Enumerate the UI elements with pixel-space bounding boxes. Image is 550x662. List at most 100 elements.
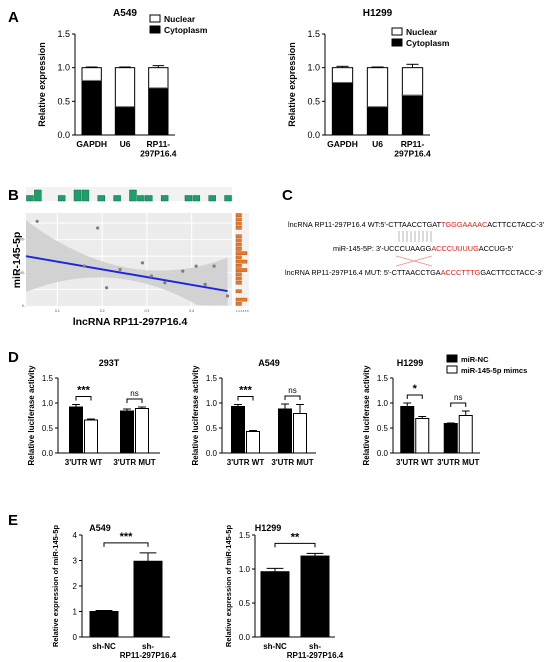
right-histogram-bar: [235, 234, 242, 239]
y-tick-label: 0-: [22, 304, 26, 308]
significance-bracket: [103, 542, 149, 547]
top-histogram-bar: [129, 189, 137, 202]
right-histogram-bar: [235, 280, 242, 285]
chart-luciferase-293t: 0.0 0.5 1.0 1.5 Relative luciferase activity…: [27, 358, 160, 467]
y-tick-label: 0.5: [57, 96, 70, 106]
bar-nuclear: [366, 67, 389, 108]
top-histogram-bar: [57, 195, 66, 202]
y-tick-label: 1.5: [206, 374, 218, 383]
y-tick-label: 0.0: [239, 633, 251, 642]
scatter-point: [163, 281, 167, 285]
panel-label-a: A: [8, 9, 19, 26]
y-tick-label: 1.5: [239, 531, 251, 540]
y-tick-label: 0.0: [307, 130, 320, 140]
bar: [278, 408, 292, 454]
significance-bracket: [450, 402, 467, 407]
top-histogram-background: [26, 187, 232, 201]
x-tick-label: sh-RP11-297P16.4: [287, 642, 344, 660]
significance-label: ***: [239, 385, 253, 397]
chart-title: A549: [258, 358, 280, 368]
panel-label-b: B: [8, 187, 19, 204]
x-tick-label: 3'UTR WT: [396, 458, 434, 467]
bar: [400, 406, 415, 454]
bar: [133, 560, 163, 638]
bar-cytoplasm: [401, 94, 424, 136]
x-tick-label: sh-NC: [92, 642, 116, 651]
legend-label: Cytoplasm: [164, 25, 208, 35]
significance-label: ns: [288, 386, 296, 395]
top-histogram-bar: [145, 195, 153, 202]
x-tick-label-line: RP11-: [401, 139, 425, 149]
y-tick-label: 4: [73, 531, 78, 540]
x-tick-label: sh-NC: [263, 642, 287, 651]
bar: [84, 419, 98, 454]
scatter-point: [225, 294, 230, 298]
y-tick-label: 0.5: [42, 424, 54, 433]
bar-nuclear: [401, 67, 424, 96]
panel-label-d: D: [8, 349, 19, 366]
bar: [69, 406, 83, 454]
scatter-point: [194, 264, 198, 268]
chart-h1299-localization: 0.0 0.5 1.0 1.5 Relative expression H1299 GAPD…: [287, 8, 450, 159]
legend-swatch: [391, 27, 403, 36]
x-tick-label: 3'UTR MUT: [437, 458, 479, 467]
scatter-point: [105, 286, 109, 290]
chart-luciferase-h1299: 0.0 0.5 1.0 1.5 Relative luciferase activity…: [362, 354, 527, 467]
mut-sequence: lncRNA RP11-297P16.4 MUT: 5'-CTTAACCTGAA…: [285, 268, 543, 277]
chart-title: H1299: [255, 523, 282, 533]
significance-bracket: [126, 398, 143, 403]
chart-mir-a549: 0 1 2 3 4 Relative expression of miR-145-5p A5…: [51, 523, 177, 660]
x-tick-label-line: RP11-: [147, 139, 171, 149]
y-axis-label: Relative expression of miR-145-5p: [51, 525, 60, 648]
y-tick-label: 0.5: [206, 424, 218, 433]
top-histogram-bar: [224, 195, 232, 202]
scatter-point: [118, 267, 122, 272]
y-tick-label: 2: [73, 582, 78, 591]
right-histogram-bar: [235, 276, 242, 281]
right-histogram-bar: [235, 268, 248, 272]
right-histogram-bar: [235, 297, 248, 302]
bar-cytoplasm: [366, 106, 389, 136]
x-tick-label-line: RP11-297P16.4: [120, 651, 177, 660]
top-histogram-bar: [208, 195, 216, 202]
right-histogram-bar: [235, 289, 242, 294]
panel-label-e: E: [8, 512, 18, 529]
y-tick-label: 1.0: [307, 63, 320, 73]
x-tick-label: U6: [120, 139, 131, 149]
legend-swatch: [149, 14, 161, 23]
right-histogram-bar: [235, 225, 242, 230]
significance-label: ***: [120, 531, 134, 543]
chart-a549-localization: 0.0 0.5 1.0 1.5 Relative expression A549 GAPDH…: [37, 8, 208, 159]
top-histogram-bar: [26, 195, 34, 202]
legend-swatch: [446, 365, 458, 374]
x-tick-label-line: RP11-297P16.4: [287, 651, 344, 660]
right-histogram-bar: [235, 238, 242, 243]
x-tick-label: 3'UTR MUT: [113, 458, 155, 467]
scatter-point: [203, 282, 207, 287]
x-tick-label: U6: [372, 139, 383, 149]
y-tick-label: 1.5: [57, 29, 70, 39]
y-tick-label: 0.5: [239, 599, 251, 608]
legend-swatch: [446, 354, 458, 363]
bar: [246, 431, 260, 454]
bar-nuclear: [148, 67, 169, 89]
x-tick-label: GAPDH: [327, 139, 358, 149]
bar-cytoplasm: [148, 87, 169, 136]
y-tick-label: 3: [73, 557, 78, 566]
scatter-point: [181, 269, 185, 273]
y-axis-label: Relative luciferase activity: [362, 365, 371, 466]
y-axis-label: Relative expression: [287, 42, 297, 127]
x-tick-label: sh-RP11-297P16.4: [120, 642, 177, 660]
right-histogram-bar: [235, 251, 248, 255]
right-histogram-bar: [235, 213, 242, 217]
bar-nuclear: [81, 67, 102, 81]
right-histogram-tick: 4: [243, 309, 245, 313]
bar-cytoplasm: [114, 106, 136, 136]
y-tick-label: 2000-: [16, 238, 26, 242]
legend-swatch: [149, 25, 161, 34]
y-tick-label: 1.0: [239, 565, 251, 574]
x-tick-label: RP11-297P16.4: [394, 139, 431, 159]
chart-title: 293T: [99, 358, 120, 368]
chart-title: A549: [113, 8, 137, 19]
y-tick-label: 1.0: [42, 399, 54, 408]
